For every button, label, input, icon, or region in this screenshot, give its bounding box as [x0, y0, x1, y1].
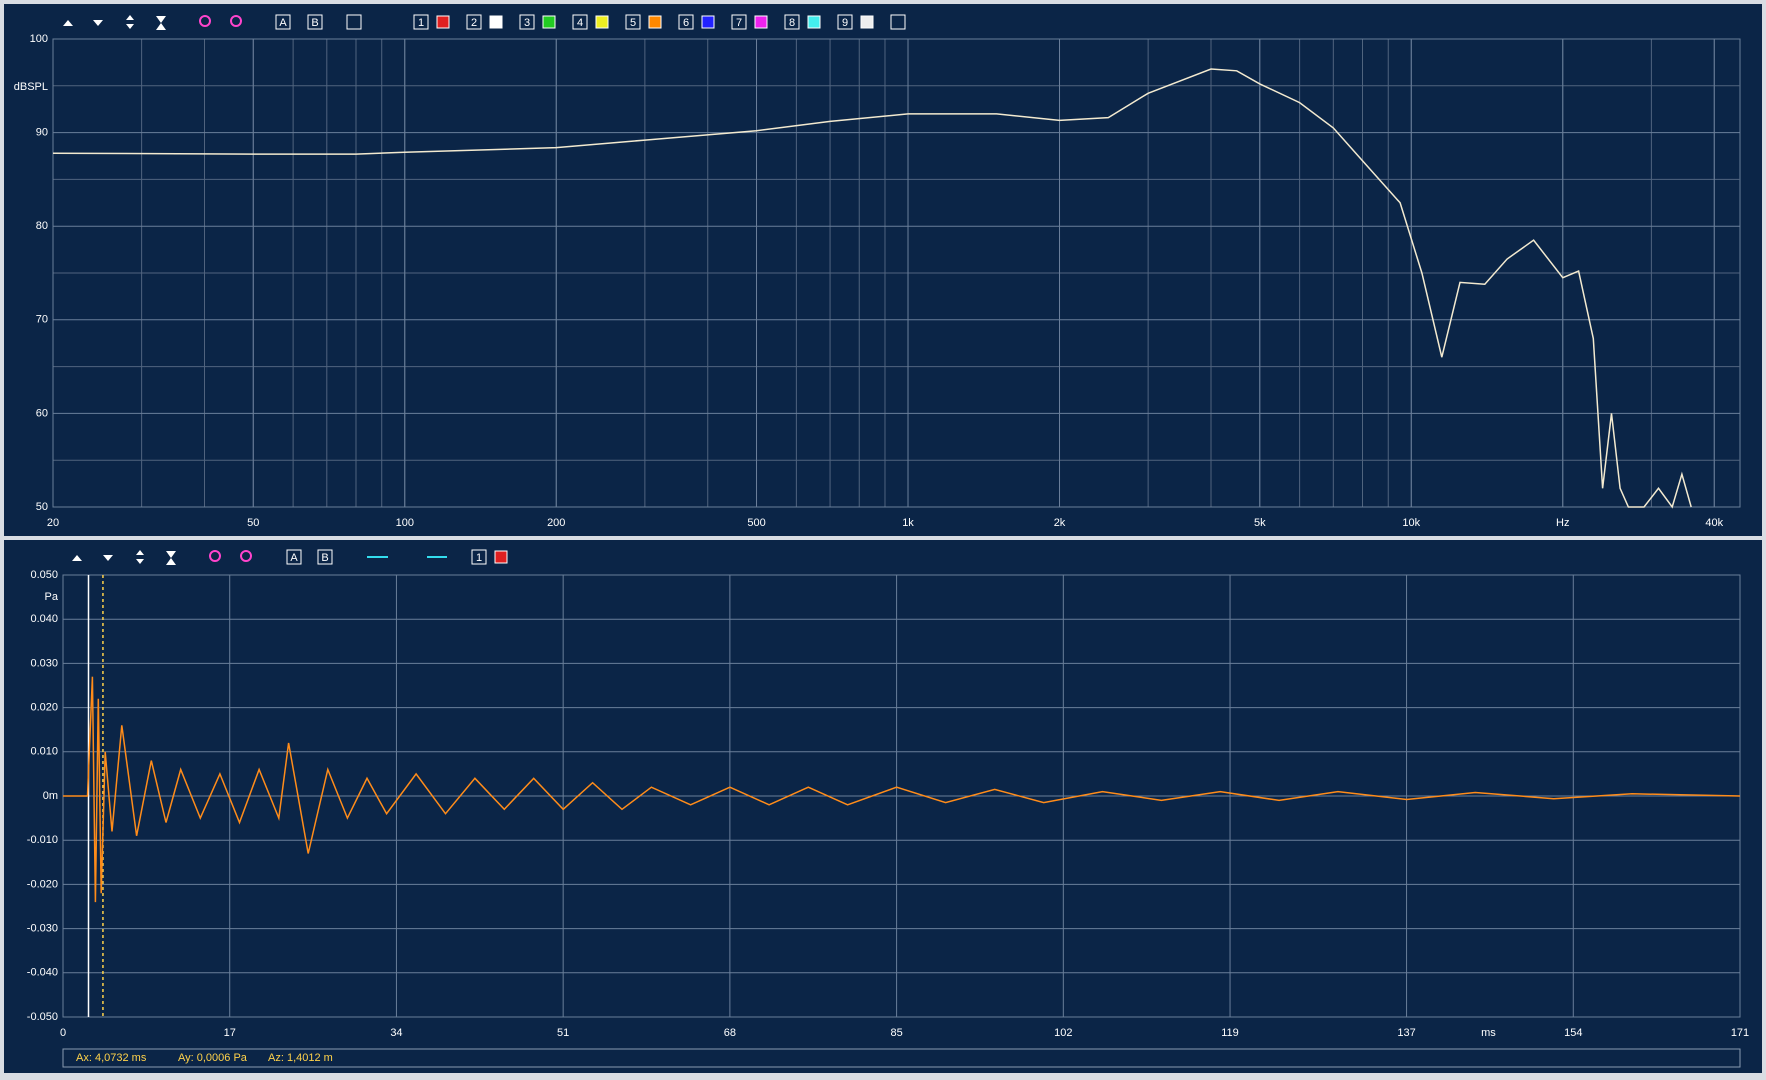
x-tick-label: 34	[390, 1027, 402, 1039]
status-bar	[62, 1048, 1741, 1068]
x-tick-label: 20	[47, 517, 59, 529]
zoom-in[interactable]	[199, 15, 211, 27]
x-tick-label: 51	[557, 1027, 569, 1039]
series-line	[52, 68, 1692, 509]
toolbar-icons	[63, 15, 447, 565]
series-line	[63, 676, 1741, 903]
x-tick-label: 10k	[1402, 517, 1420, 529]
x-tick-label: Hz	[1556, 517, 1569, 529]
x-tick-label: 68	[724, 1027, 736, 1039]
y-tick-label: -0.020	[27, 878, 58, 890]
zoom-out[interactable]	[230, 15, 242, 27]
y-axis-label: Pa	[45, 591, 59, 603]
toolbar-label[interactable]: 8	[789, 17, 795, 29]
status-az: Az: 1,4012 m	[268, 1052, 333, 1064]
toolbar-swatch[interactable]	[860, 15, 874, 29]
toolbar-button[interactable]	[837, 14, 853, 30]
y-tick-label: 0.020	[30, 702, 58, 714]
toolbar-swatch[interactable]	[595, 15, 609, 29]
toolbar-label[interactable]: 5	[630, 17, 636, 29]
x-tick-label: 1k	[902, 517, 914, 529]
toolbar-label[interactable]: 1	[418, 17, 424, 29]
toolbar-swatch[interactable]	[807, 15, 821, 29]
x-tick-label: 40k	[1705, 517, 1723, 529]
toolbar-label[interactable]: A	[279, 17, 287, 29]
x-tick-label: 5k	[1254, 517, 1266, 529]
toolbar-label[interactable]: 1	[476, 552, 482, 564]
toolbar-button[interactable]	[413, 14, 429, 30]
toolbar-button[interactable]	[466, 14, 482, 30]
top-panel	[4, 4, 1762, 536]
zoom-in-2[interactable]	[209, 550, 221, 562]
x-tick-label: 85	[890, 1027, 902, 1039]
toolbar-label[interactable]: B	[311, 17, 318, 29]
toolbar-button[interactable]	[307, 14, 323, 30]
toolbar-swatch[interactable]	[701, 15, 715, 29]
x-tick-label: 200	[547, 517, 565, 529]
y-tick-label: 60	[36, 407, 48, 419]
y-tick-label: -0.050	[27, 1011, 58, 1023]
y-tick-label: 0.010	[30, 746, 58, 758]
x-tick-label: 137	[1397, 1027, 1415, 1039]
button-check[interactable]	[346, 14, 362, 30]
x-tick-label: 154	[1564, 1027, 1582, 1039]
y-tick-label: 0m	[43, 790, 58, 802]
toolbar-swatch[interactable]	[494, 550, 508, 564]
toolbar-button[interactable]	[678, 14, 694, 30]
x-tick-label: 0	[60, 1027, 66, 1039]
toolbar-label[interactable]: 4	[577, 17, 583, 29]
bottom-panel	[4, 540, 1762, 1073]
x-tick-label: 171	[1731, 1027, 1749, 1039]
x-tick-label: 500	[747, 517, 765, 529]
toolbar-swatch[interactable]	[648, 15, 662, 29]
y-axis-label: dBSPL	[14, 81, 48, 93]
x-tick-label: 100	[396, 517, 414, 529]
y-tick-label: -0.030	[27, 923, 58, 935]
toolbar-swatch[interactable]	[542, 15, 556, 29]
toolbar-label[interactable]: 6	[683, 17, 689, 29]
x-tick-label: 17	[224, 1027, 236, 1039]
y-tick-label: 0.040	[30, 613, 58, 625]
x-axis-label: ms	[1481, 1027, 1496, 1039]
toolbar-label[interactable]: 3	[524, 17, 530, 29]
toolbar-label[interactable]: A	[290, 552, 298, 564]
toolbar-button[interactable]	[471, 549, 487, 565]
y-tick-label: -0.010	[27, 834, 58, 846]
toolbar-swatch[interactable]	[489, 15, 503, 29]
toolbar-button[interactable]	[625, 14, 641, 30]
y-tick-label: 90	[36, 127, 48, 139]
toolbar-label[interactable]: 2	[471, 17, 477, 29]
toolbar-button[interactable]	[784, 14, 800, 30]
toolbar-button[interactable]	[519, 14, 535, 30]
y-tick-label: 70	[36, 314, 48, 326]
x-tick-label: 2k	[1054, 517, 1066, 529]
y-tick-label: 100	[30, 33, 48, 45]
toolbar-label[interactable]: B	[321, 552, 328, 564]
y-tick-label: 80	[36, 220, 48, 232]
y-tick-label: 0.050	[30, 569, 58, 581]
x-tick-label: 119	[1221, 1027, 1239, 1039]
toolbar-button[interactable]	[317, 549, 333, 565]
x-tick-label: 102	[1054, 1027, 1072, 1039]
toolbar-button[interactable]	[286, 549, 302, 565]
y-tick-label: 0.030	[30, 657, 58, 669]
toolbar-swatch[interactable]	[754, 15, 768, 29]
status-ay: Ay: 0,0006 Pa	[178, 1052, 248, 1064]
x-tick-label: 50	[247, 517, 259, 529]
toolbar-button[interactable]	[572, 14, 588, 30]
y-tick-label: 50	[36, 501, 48, 513]
button-close[interactable]	[890, 14, 906, 30]
toolbar-label[interactable]: 7	[736, 17, 742, 29]
toolbar-button[interactable]	[275, 14, 291, 30]
zoom-out-2[interactable]	[240, 550, 252, 562]
y-tick-label: -0.040	[27, 967, 58, 979]
toolbar-swatch[interactable]	[436, 15, 450, 29]
status-ax: Ax: 4,0732 ms	[76, 1052, 147, 1064]
toolbar-button[interactable]	[731, 14, 747, 30]
toolbar-label[interactable]: 9	[842, 17, 848, 29]
